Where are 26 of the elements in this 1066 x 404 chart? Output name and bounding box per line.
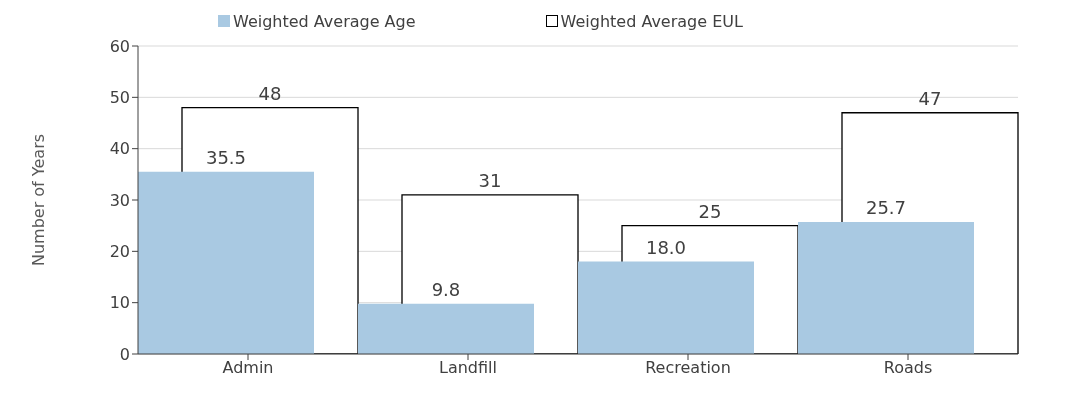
x-tick-label: Landfill bbox=[439, 358, 497, 378]
data-label: 9.8 bbox=[431, 278, 461, 300]
y-axis-title: Number of Years bbox=[28, 133, 48, 267]
data-label: 48 bbox=[258, 82, 282, 104]
bar bbox=[138, 171, 314, 354]
y-tick-label: 60 bbox=[109, 36, 130, 56]
y-tick-label: 0 bbox=[119, 344, 130, 364]
y-tick-label: 40 bbox=[109, 139, 130, 159]
x-tick-label: Recreation bbox=[645, 358, 731, 378]
legend-label: Weighted Average Age bbox=[233, 11, 416, 31]
y-tick-label: 50 bbox=[109, 88, 130, 108]
y-tick-label: 20 bbox=[109, 242, 130, 262]
bar bbox=[358, 303, 534, 354]
bar bbox=[798, 222, 974, 354]
x-tick-label: Roads bbox=[883, 358, 933, 378]
y-tick-label: 10 bbox=[109, 293, 130, 313]
y-tick-label: 30 bbox=[109, 190, 130, 210]
data-label: 25 bbox=[698, 200, 722, 222]
data-label: 31 bbox=[478, 169, 502, 191]
data-label: 18.0 bbox=[645, 236, 687, 258]
legend-label: Weighted Average EUL bbox=[560, 11, 743, 31]
data-label: 25.7 bbox=[865, 197, 907, 219]
data-label: 35.5 bbox=[205, 146, 247, 168]
data-label: 47 bbox=[918, 87, 942, 109]
x-tick-label: Admin bbox=[222, 358, 274, 378]
bar bbox=[578, 261, 754, 354]
